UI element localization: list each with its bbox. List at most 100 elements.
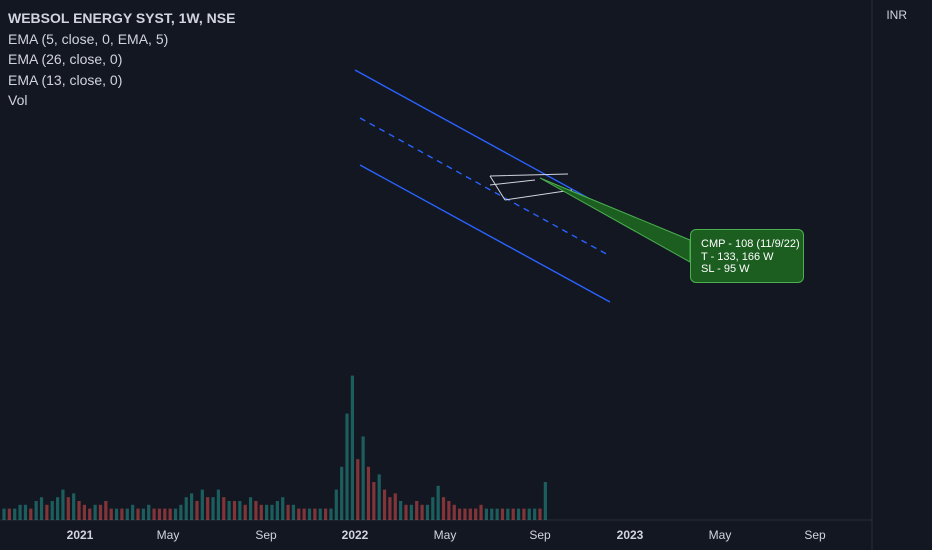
volume-bar [179,504,183,520]
chart-legend: WEBSOL ENERGY SYST, 1W, NSE EMA (5, clos… [8,8,235,111]
volume-bar [206,497,210,520]
volume-bar [141,508,145,520]
legend-ema-13[interactable]: EMA (13, close, 0) [8,71,123,88]
volume-bar [538,508,542,520]
volume-bar [82,504,86,520]
volume-bar [393,493,397,520]
volume-bar [506,508,510,520]
time-tick-label: Sep [804,528,826,542]
volume-bar [29,508,33,520]
volume-bar [463,508,467,520]
volume-bar [356,459,360,520]
volume-bar [420,504,424,520]
volume-bar [173,508,178,520]
triangle-pattern [489,173,573,201]
volume-bar [350,375,354,520]
volume-bar [45,504,49,520]
note-target: T - 133, 166 W [701,250,774,263]
volume-bar [232,501,237,520]
volume-bar [468,508,472,520]
volume-bar [216,489,220,520]
volume-bar [318,508,322,520]
volume-bar [238,501,242,520]
volume-bar [302,508,306,520]
volume-bar [56,497,60,520]
volume-bar [313,508,317,520]
volume-bar [227,501,231,520]
volume-bar [2,508,6,520]
volume-bar [500,508,505,520]
volume-bar [382,489,387,520]
volume-bar [479,504,483,520]
volume-bar [452,504,456,520]
volume-bar [334,489,338,520]
volume-bar [50,501,54,520]
volume-bar [324,508,328,520]
volume-bar [190,493,194,520]
volume-bar [275,501,279,520]
time-tick-label: May [433,528,457,542]
volume-bar [431,497,435,520]
volume-bar [307,508,312,520]
time-tick-label: 2023 [616,528,644,542]
volume-bar [399,501,403,520]
symbol-title[interactable]: WEBSOL ENERGY SYST, 1W, NSE [8,10,236,26]
volume-bar [147,504,151,520]
volume-bar [436,485,440,520]
volume-bar [39,497,44,520]
volume-bar [77,501,81,520]
volume-bar [254,501,258,520]
volume-bar [458,508,462,520]
volume-bar [441,497,446,520]
volume-bar [93,504,97,520]
volume-bar [281,497,285,520]
volume-bar [195,501,199,520]
volume-bar [543,482,547,520]
currency-label[interactable]: INR [886,8,907,22]
volume-bar [340,466,344,520]
volume-bar [13,508,17,520]
volume-bar [297,508,301,520]
volume-bar [286,504,290,520]
legend-volume[interactable]: Vol [8,92,28,108]
channel-upper-line [354,69,611,211]
volume-bar [409,504,413,520]
note-stoploss: SL - 95 W [701,263,750,275]
volume-bar [114,508,119,520]
volume-bar [533,508,537,520]
time-tick-label: May [708,528,732,542]
volume-bar [404,504,408,520]
volume-bar [415,501,419,520]
volume-bar [104,501,108,520]
volume-bar [511,508,515,520]
volume-bar [211,497,215,520]
volume-bar [152,508,156,520]
volume-bar [243,504,247,520]
volume-bar [157,508,162,520]
time-tick-label: 2022 [341,528,369,542]
volume-bar [34,501,38,520]
channel-lower-line [359,164,611,303]
legend-ema-5[interactable]: EMA (5, close, 0, EMA, 5) [8,30,169,47]
channel-mid-line [359,117,611,257]
volume-bar [516,508,521,520]
triangle-inner-line [489,179,536,186]
volume-bar [474,508,478,520]
volume-bar [425,504,430,520]
volume-bar [345,413,349,520]
volume-bar [366,466,371,520]
note-cmp: CMP - 108 (11/9/22) [701,238,800,250]
legend-ema-26[interactable]: EMA (26, close, 0) [8,51,123,67]
volume-bar [109,508,113,520]
volume-bar [527,508,531,520]
volume-bar [72,493,76,520]
volume-bar [377,474,381,520]
volume-bar [259,504,263,520]
volume-bar [484,508,488,520]
volume-bar [66,497,70,520]
volume-bar [265,504,269,520]
volume-bar [136,508,140,520]
volume-bar [447,501,451,520]
volume-bar [61,489,65,520]
trade-note[interactable]: CMP - 108 (11/9/22) T - 133, 166 W SL - … [690,229,804,283]
